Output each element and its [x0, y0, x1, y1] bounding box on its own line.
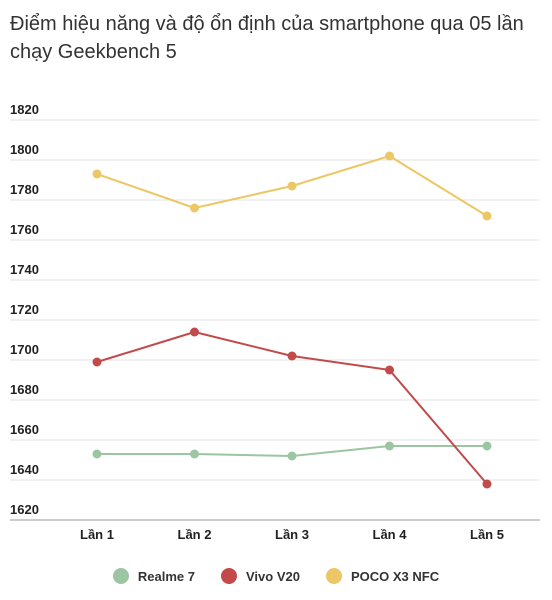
chart-title: Điểm hiệu năng và độ ổn định của smartph… — [10, 13, 524, 63]
y-tick-label-1660: 1660 — [10, 422, 39, 437]
y-tick-label-1700: 1700 — [10, 342, 39, 357]
data-point-realme-7-1 — [92, 449, 102, 459]
data-point-realme-7-5 — [482, 441, 492, 451]
grid-lines — [10, 119, 540, 521]
legend-label-realme-7: Realme 7 — [137, 568, 195, 584]
data-point-vivo-v20-4 — [385, 365, 394, 375]
x-tick-label-1: Lần 1 — [80, 527, 114, 542]
data-point-poco-x3-nfc-2 — [190, 203, 199, 213]
legend-swatch-realme-7 — [112, 568, 129, 584]
series-lines — [92, 151, 492, 489]
x-tick-label-4: Lần 4 — [373, 527, 408, 542]
legend-item-vivo-v20: Vivo V20 — [221, 568, 300, 584]
y-tick-label-1620: 1620 — [10, 502, 39, 517]
data-point-vivo-v20-1 — [92, 357, 102, 367]
data-point-vivo-v20-5 — [482, 479, 492, 489]
legend-label-poco-x3-nfc: POCO X3 NFC — [350, 568, 440, 584]
legend-item-poco-x3-nfc: POCO X3 NFC — [325, 568, 440, 584]
y-tick-label-1720: 1720 — [10, 302, 39, 317]
y-tick-label-1760: 1760 — [10, 222, 39, 237]
y-tick-label-1680: 1680 — [10, 382, 39, 397]
y-tick-label-1800: 1800 — [10, 142, 39, 157]
legend-item-realme-7: Realme 7 — [112, 568, 195, 584]
series-vivo-v20 — [92, 327, 492, 489]
y-tick-label-1820: 1820 — [10, 102, 39, 117]
x-tick-label-2: Lần 2 — [178, 527, 212, 542]
x-axis-ticks: Lần 1 Lần 2 Lần 3 Lần 4 Lần 5 — [80, 527, 504, 542]
legend-swatch-vivo-v20 — [221, 568, 237, 584]
y-tick-label-1740: 1740 — [10, 262, 39, 277]
data-point-realme-7-3 — [287, 451, 297, 461]
x-tick-label-5: Lần 5 — [470, 527, 504, 542]
series-realme-7 — [92, 441, 492, 461]
data-point-poco-x3-nfc-4 — [385, 151, 394, 161]
y-tick-label-1780: 1780 — [10, 182, 39, 197]
legend-swatch-poco-x3-nfc — [325, 568, 342, 584]
y-axis-ticks: 1620 1640 1660 1680 1700 1720 1740 1760 1780 1800… — [10, 102, 39, 517]
data-point-poco-x3-nfc-5 — [482, 211, 492, 221]
data-point-poco-x3-nfc-1 — [92, 169, 102, 179]
y-tick-label-1640: 1640 — [10, 462, 39, 477]
data-point-vivo-v20-2 — [190, 327, 199, 337]
chart-legend: Realme 7 Vivo V20 POCO X3 NFC — [0, 568, 552, 584]
data-point-poco-x3-nfc-3 — [287, 181, 297, 191]
data-point-vivo-v20-3 — [287, 351, 297, 361]
data-point-realme-7-2 — [190, 449, 199, 459]
line-chart: 1620 1640 1660 1680 1700 1720 1740 1760 1780 1800… — [10, 102, 540, 542]
legend-label-vivo-v20: Vivo V20 — [246, 568, 300, 584]
x-tick-label-3: Lần 3 — [275, 527, 309, 542]
series-poco-x3-nfc — [92, 151, 492, 221]
data-point-realme-7-4 — [385, 441, 394, 451]
